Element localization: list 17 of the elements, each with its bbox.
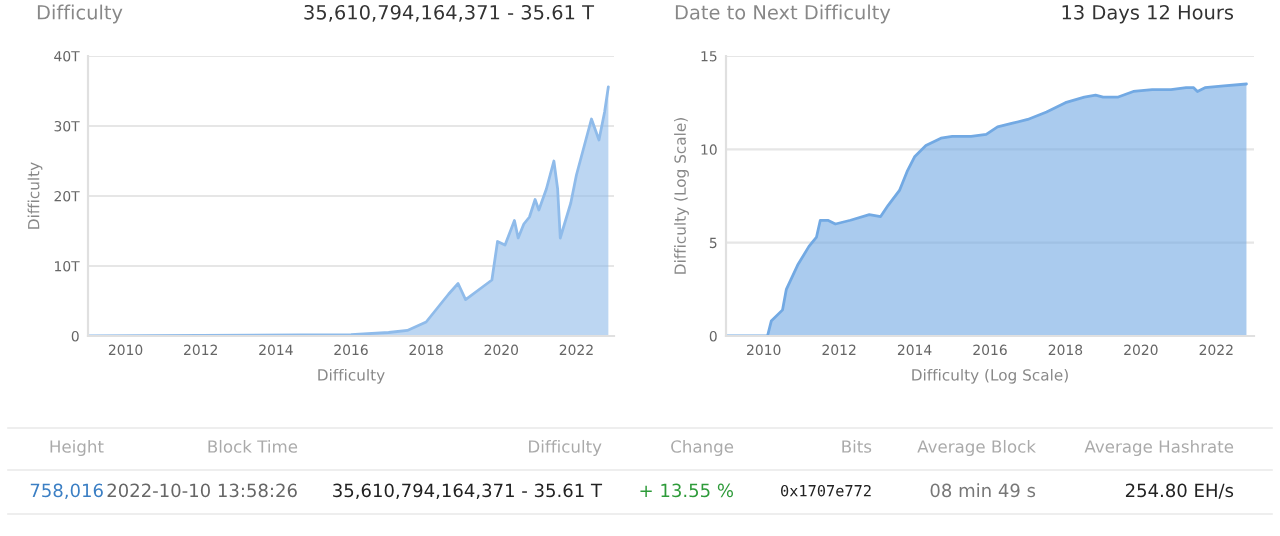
text: 758,016	[30, 483, 103, 500]
text: + 13.55 %	[640, 483, 733, 498]
text: 08 min 49 s	[930, 483, 1036, 498]
category-label: Change	[671, 439, 734, 457]
category-label: Block Time	[208, 439, 298, 453]
category-label: Average Hashrate	[1084, 439, 1234, 457]
text: 35,610,794,164,371 - 35.61 T	[304, 4, 595, 22]
category-label: Height	[50, 439, 104, 457]
category-label: Bits	[842, 439, 872, 453]
chart-title: Date to Next Difficulty	[675, 4, 891, 24]
text: 35,610,794,164,371 - 35.61 T	[333, 483, 603, 500]
text: 254.80 EH/s	[1125, 483, 1234, 499]
text: 2022-10-10 13:58:26	[107, 483, 297, 498]
category-label: Average Block	[917, 439, 1036, 457]
chart-title: Difficulty	[37, 4, 123, 24]
category-label: Difficulty	[529, 439, 602, 457]
text: 13 Days 12 Hours	[1062, 4, 1234, 24]
